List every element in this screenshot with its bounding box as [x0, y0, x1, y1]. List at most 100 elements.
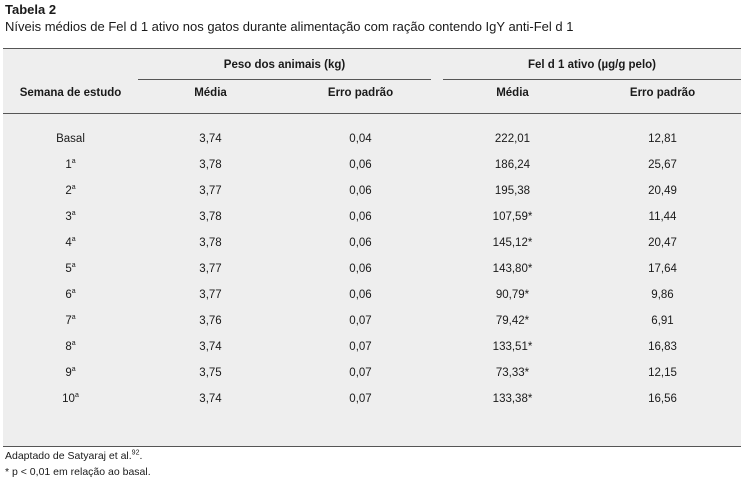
- header-week: Semana de estudo: [19, 87, 122, 99]
- cell-week-text: 5: [65, 263, 72, 275]
- cell-week: 7a: [3, 314, 138, 327]
- cell-week-text: 1: [65, 159, 72, 171]
- cell-week: 3a: [3, 210, 138, 223]
- cell-fel-error: 12,81: [605, 133, 720, 145]
- cell-weight-mean-text: 3,77: [199, 263, 222, 275]
- cell-week: 4a: [3, 236, 138, 249]
- cell-weight-error: 0,07: [303, 315, 418, 327]
- cell-weight-mean: 3,77: [153, 289, 268, 301]
- cell-weight-error: 0,07: [303, 367, 418, 379]
- cell-fel-error: 20,49: [605, 185, 720, 197]
- cell-fel-error: 17,64: [605, 263, 720, 275]
- cell-weight-mean: 3,78: [153, 237, 268, 249]
- cell-weight-error-text: 0,06: [349, 289, 372, 301]
- cell-fel-error-text: 6,91: [651, 315, 674, 327]
- cell-weight-error-text: 0,07: [349, 367, 372, 379]
- ordinal-marker: a: [71, 184, 76, 192]
- cell-weight-mean: 3,74: [153, 393, 268, 405]
- cell-weight-error-text: 0,07: [349, 341, 372, 353]
- cell-fel-mean: 195,38: [455, 185, 570, 197]
- cell-fel-mean-text: 133,38*: [492, 393, 533, 405]
- group-underline-weight: [138, 79, 431, 80]
- cell-weight-error: 0,06: [303, 185, 418, 197]
- data-table: Peso dos animais (kg) Fel d 1 ativo (µg/…: [3, 48, 741, 447]
- cell-weight-mean-text: 3,74: [199, 341, 222, 353]
- cell-week-text: Basal: [56, 133, 85, 145]
- cell-fel-error-text: 20,47: [648, 237, 677, 249]
- cell-week-text: 9: [65, 367, 72, 379]
- cell-week-text: 4: [65, 237, 72, 249]
- cell-weight-mean-text: 3,78: [199, 237, 222, 249]
- footnote-source: Adaptado de Satyaraj et al.92.: [5, 450, 143, 463]
- cell-weight-mean: 3,74: [153, 341, 268, 353]
- table-subtitle: Níveis médios de Fel d 1 ativo nos gatos…: [5, 19, 574, 34]
- cell-weight-error: 0,06: [303, 263, 418, 275]
- cell-fel-mean: 90,79*: [455, 289, 570, 301]
- cell-fel-error: 25,67: [605, 159, 720, 171]
- cell-weight-error: 0,06: [303, 289, 418, 301]
- cell-fel-error: 6,91: [605, 315, 720, 327]
- cell-weight-mean-text: 3,77: [199, 289, 222, 301]
- cell-weight-mean-text: 3,74: [199, 393, 222, 405]
- cell-weight-error: 0,06: [303, 211, 418, 223]
- header-weight-mean: Média: [194, 87, 227, 99]
- cell-fel-mean: 222,01: [455, 133, 570, 145]
- cell-week-text: 2: [65, 185, 72, 197]
- cell-weight-error-text: 0,07: [349, 393, 372, 405]
- cell-fel-mean: 133,51*: [455, 341, 570, 353]
- cell-week: Basal: [3, 133, 138, 145]
- ordinal-marker: a: [71, 262, 76, 270]
- header-group-weight: Peso dos animais (kg): [223, 59, 346, 71]
- cell-fel-error: 20,47: [605, 237, 720, 249]
- cell-week-text: 8: [65, 341, 72, 353]
- cell-fel-mean: 143,80*: [455, 263, 570, 275]
- cell-fel-error-text: 12,81: [648, 133, 677, 145]
- header-weight-error: Erro padrão: [327, 87, 394, 99]
- cell-fel-mean-text: 90,79*: [495, 289, 530, 301]
- cell-weight-error-text: 0,07: [349, 315, 372, 327]
- cell-week: 9a: [3, 366, 138, 379]
- cell-fel-error-text: 16,83: [648, 341, 677, 353]
- cell-fel-error-text: 25,67: [648, 159, 677, 171]
- ordinal-marker: a: [71, 236, 76, 244]
- cell-fel-mean-text: 107,59*: [492, 211, 533, 223]
- group-underline-fel: [443, 79, 741, 80]
- cell-fel-error-text: 16,56: [648, 393, 677, 405]
- header-separator: [3, 113, 741, 114]
- cell-weight-mean: 3,75: [153, 367, 268, 379]
- cell-weight-error-text: 0,06: [349, 237, 372, 249]
- cell-weight-mean-text: 3,78: [199, 159, 222, 171]
- cell-fel-error: 12,15: [605, 367, 720, 379]
- cell-fel-error: 11,44: [605, 211, 720, 223]
- ordinal-marker: a: [71, 158, 76, 166]
- cell-fel-mean-text: 195,38: [494, 185, 531, 197]
- footnote-significance: * p < 0,01 em relação ao basal.: [5, 466, 151, 478]
- cell-fel-mean: 186,24: [455, 159, 570, 171]
- cell-fel-mean-text: 222,01: [494, 133, 531, 145]
- cell-weight-mean-text: 3,74: [199, 133, 222, 145]
- cell-fel-mean-text: 79,42*: [495, 315, 530, 327]
- cell-weight-error-text: 0,06: [349, 263, 372, 275]
- ordinal-marker: a: [71, 366, 76, 374]
- cell-fel-mean-text: 133,51*: [492, 341, 533, 353]
- cell-weight-mean-text: 3,78: [199, 211, 222, 223]
- cell-weight-error-text: 0,06: [349, 159, 372, 171]
- cell-weight-error-text: 0,06: [349, 211, 372, 223]
- cell-weight-mean: 3,77: [153, 263, 268, 275]
- cell-week: 6a: [3, 288, 138, 301]
- cell-weight-error: 0,07: [303, 341, 418, 353]
- header-fel-error: Erro padrão: [629, 87, 696, 99]
- ordinal-marker: a: [74, 392, 79, 400]
- cell-week-text: 3: [65, 211, 72, 223]
- header-fel-mean: Média: [496, 87, 529, 99]
- cell-weight-mean-text: 3,77: [199, 185, 222, 197]
- cell-week: 1a: [3, 158, 138, 171]
- cell-fel-mean: 73,33*: [455, 367, 570, 379]
- ordinal-marker: a: [71, 314, 76, 322]
- cell-week: 10a: [3, 392, 138, 405]
- cell-weight-mean: 3,78: [153, 211, 268, 223]
- cell-fel-mean: 79,42*: [455, 315, 570, 327]
- cell-fel-error-text: 20,49: [648, 185, 677, 197]
- cell-week-text: 7: [65, 315, 72, 327]
- footnote-source-end: .: [139, 450, 143, 462]
